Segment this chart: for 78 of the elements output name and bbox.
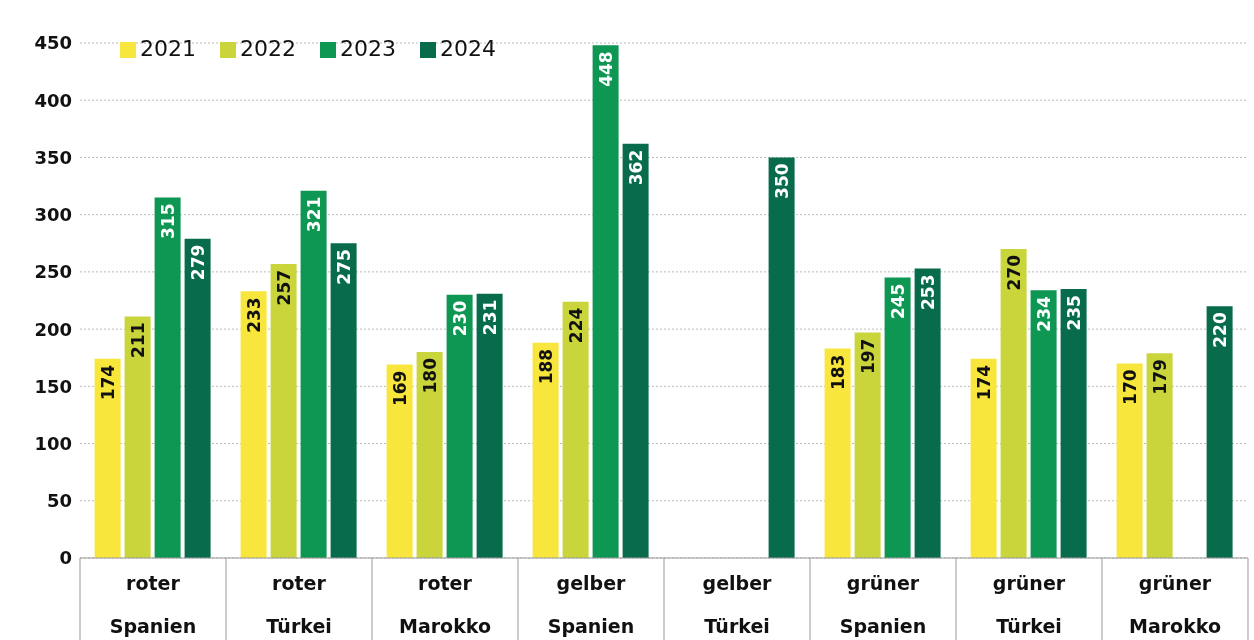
data-label: 270 <box>1003 254 1024 291</box>
data-label: 350 <box>771 163 792 199</box>
bar <box>1030 290 1057 558</box>
y-tick-label: 350 <box>34 146 72 168</box>
bar <box>330 243 357 558</box>
x-tick-label: gelber Spanien <box>547 572 635 637</box>
bar <box>416 352 443 558</box>
x-tick-label: roter Marokko <box>399 572 491 637</box>
y-tick-label: 200 <box>34 318 72 340</box>
bar <box>1000 249 1027 558</box>
data-label: 275 <box>333 249 354 285</box>
data-label: 230 <box>449 300 470 337</box>
data-label: 197 <box>857 338 878 375</box>
bar <box>1060 289 1087 558</box>
bar <box>768 157 795 558</box>
y-tick-label: 50 <box>46 490 72 512</box>
bar <box>1206 306 1233 558</box>
data-label: 169 <box>389 370 410 407</box>
bar <box>854 332 881 558</box>
bar <box>94 358 121 558</box>
bar <box>240 291 267 558</box>
x-tick-label: roter Türkei <box>266 572 332 637</box>
bar <box>562 301 589 558</box>
x-tick-label: gelber Türkei <box>702 572 773 637</box>
bar <box>914 268 941 558</box>
x-tick-label: grüner Türkei <box>992 572 1066 637</box>
bar <box>884 277 911 558</box>
bar <box>154 197 181 558</box>
y-tick-label: 0 <box>59 547 72 569</box>
data-label: 448 <box>595 51 616 87</box>
bar <box>622 143 649 558</box>
data-label: 279 <box>187 244 208 281</box>
data-label: 174 <box>97 364 118 401</box>
data-label: 362 <box>625 149 646 186</box>
y-tick-label: 450 <box>34 32 72 54</box>
data-label: 245 <box>887 283 908 320</box>
data-label: 233 <box>243 297 264 333</box>
bar <box>386 364 413 558</box>
data-label: 231 <box>479 299 500 336</box>
bar <box>970 358 997 558</box>
bar <box>476 293 503 558</box>
data-label: 224 <box>565 307 586 344</box>
data-label: 315 <box>157 203 178 239</box>
y-tick-label: 150 <box>34 375 72 397</box>
x-tick-label: grüner Marokko <box>1129 572 1221 637</box>
data-label: 170 <box>1119 369 1140 405</box>
data-label: 234 <box>1033 296 1054 332</box>
data-label: 188 <box>535 348 556 385</box>
y-tick-label: 400 <box>34 89 72 111</box>
data-label: 174 <box>973 364 994 401</box>
bar <box>124 316 151 558</box>
y-tick-label: 300 <box>34 204 72 226</box>
legend-label: 2024 <box>440 36 496 61</box>
bar <box>300 190 327 558</box>
legend-label: 2023 <box>340 36 396 61</box>
data-label: 179 <box>1149 359 1170 395</box>
data-label: 321 <box>303 196 324 233</box>
data-label: 211 <box>127 322 148 359</box>
bar <box>1146 353 1173 558</box>
legend-label: 2021 <box>140 36 196 61</box>
bar <box>184 238 211 558</box>
x-tick-label: roter Spanien <box>109 572 197 637</box>
data-label: 257 <box>273 269 294 306</box>
data-label: 220 <box>1209 312 1230 348</box>
data-label: 183 <box>827 354 848 391</box>
data-label: 253 <box>917 274 938 310</box>
bar <box>1116 363 1143 558</box>
y-tick-label: 250 <box>34 261 72 283</box>
legend-label: 2022 <box>240 36 296 61</box>
data-label: 235 <box>1063 295 1084 331</box>
x-tick-label: grüner Spanien <box>839 572 927 637</box>
bar <box>532 342 559 558</box>
data-label: 180 <box>419 357 440 394</box>
bar <box>446 294 473 558</box>
bar <box>592 45 619 558</box>
y-tick-label: 100 <box>34 432 72 454</box>
bar <box>270 263 297 558</box>
bar <box>824 348 851 558</box>
